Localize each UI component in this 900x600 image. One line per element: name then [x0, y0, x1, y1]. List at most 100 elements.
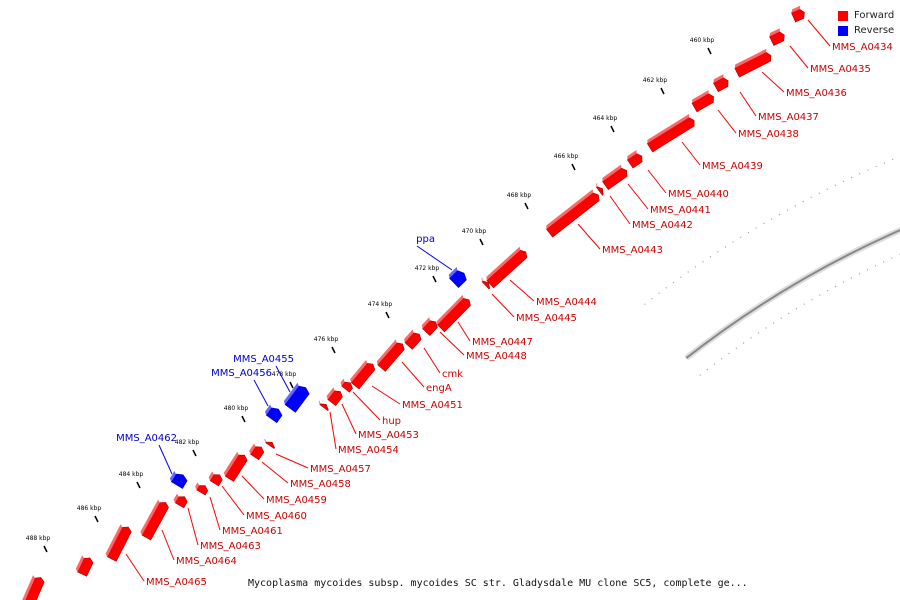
forward-gene-arrow: [602, 164, 628, 191]
tick-label: 488 kbp: [26, 535, 51, 542]
forward-gene-arrow-top: [546, 189, 593, 230]
tick-mark: [571, 163, 576, 171]
forward-gene-arrow-top: [734, 48, 767, 69]
forward-leader-line: [647, 169, 667, 194]
forward-gene-arrow-top: [436, 294, 464, 325]
forward-gene-label: MMS_A0443: [602, 245, 663, 256]
forward-gene-label: MMS_A0445: [516, 313, 577, 324]
forward-gene-arrow: [350, 359, 376, 390]
forward-gene-arrow: [596, 182, 604, 196]
forward-gene-label: hup: [382, 416, 401, 427]
reverse-leader-line: [158, 444, 173, 475]
tick-mark: [192, 449, 197, 457]
forward-gene-label: MMS_A0464: [176, 556, 237, 567]
forward-gene-arrow: [626, 150, 643, 169]
forward-gene-arrow-top: [318, 400, 321, 405]
reverse-gene-label: ppa: [416, 234, 435, 245]
forward-gene-arrow-body: [404, 332, 422, 350]
tick-label: 472 kbp: [415, 265, 440, 272]
reverse-gene-arrow-top: [169, 470, 176, 482]
forward-gene-arrow: [791, 5, 805, 23]
forward-gene-arrow-top: [647, 113, 689, 144]
forward-leader-line: [439, 331, 465, 356]
tick-mark: [660, 87, 665, 95]
forward-gene-arrow-top: [223, 451, 239, 477]
forward-gene-arrow: [646, 113, 695, 153]
forward-leader-line: [329, 411, 337, 450]
legend: Forward Reverse: [838, 8, 894, 38]
forward-leader-line: [125, 553, 145, 582]
forward-gene-arrow-body: [546, 192, 600, 238]
tick-label: 474 kbp: [368, 301, 393, 308]
forward-gene-arrow-top: [326, 387, 335, 400]
tick-label: 464 kbp: [593, 115, 618, 122]
forward-gene-arrow: [486, 246, 528, 289]
forward-gene-label: MMS_A0448: [466, 351, 527, 362]
forward-gene-arrow-top: [421, 317, 431, 329]
tick-mark: [289, 381, 294, 389]
backbone-shadow: [684, 227, 900, 361]
forward-gene-arrow: [249, 443, 265, 461]
reverse-gene-arrow-body: [170, 473, 188, 489]
forward-gene-arrow-top: [20, 575, 36, 600]
reverse-leader-line: [275, 365, 291, 393]
forward-leader-line: [491, 293, 515, 318]
legend-forward-label: Forward: [854, 10, 895, 21]
forward-gene-arrow-top: [340, 378, 345, 387]
forward-gene-arrow-top: [404, 329, 414, 343]
forward-leader-line: [807, 19, 831, 47]
forward-leader-line: [761, 71, 785, 93]
map-caption: Mycoplasma mycoides subsp. mycoides SC s…: [248, 578, 748, 589]
tick-label: 476 kbp: [314, 336, 339, 343]
forward-gene-arrow: [105, 524, 132, 562]
forward-gene-arrow-body: [791, 8, 805, 23]
forward-gene-label: MMS_A0465: [146, 577, 207, 588]
forward-gene-arrow: [436, 294, 471, 333]
forward-gene-arrow: [20, 575, 45, 600]
forward-gene-label: MMS_A0447: [472, 337, 533, 348]
reverse-gene-label: MMS_A0456: [211, 368, 272, 379]
forward-gene-arrow-body: [141, 502, 169, 541]
forward-gene-label: MMS_A0434: [832, 42, 893, 53]
forward-gene-label: MMS_A0463: [200, 541, 261, 552]
tick-mark: [524, 202, 529, 210]
forward-gene-arrow: [546, 189, 600, 238]
forward-leader-line: [401, 361, 425, 388]
tick-mark: [610, 125, 615, 133]
forward-gene-arrow: [173, 493, 188, 509]
reverse-gene-arrow-body: [449, 270, 467, 288]
forward-gene-arrow-body: [265, 441, 275, 449]
forward-gene-label: MMS_A0438: [738, 129, 799, 140]
tick-mark: [94, 515, 99, 523]
forward-gene-arrow: [691, 90, 714, 113]
tick-label: 478 kbp: [272, 371, 297, 378]
forward-gene-arrow: [264, 438, 275, 449]
reverse-gene-arrow-top: [264, 404, 272, 416]
forward-gene-arrow: [75, 555, 94, 577]
forward-gene-arrow: [769, 28, 785, 46]
forward-gene-label: MMS_A0461: [222, 526, 283, 537]
forward-leader-line: [789, 45, 809, 69]
forward-gene-arrow: [481, 277, 491, 290]
forward-gene-label: MMS_A0439: [702, 161, 763, 172]
tick-mark: [479, 238, 484, 246]
forward-leader-line: [609, 195, 631, 225]
tick-mark: [136, 481, 141, 489]
tick-label: 482 kbp: [175, 439, 200, 446]
forward-gene-arrow-body: [327, 390, 343, 407]
forward-leader-line: [275, 453, 309, 469]
forward-gene-arrow-top: [173, 493, 179, 503]
forward-leader-line: [241, 475, 265, 500]
forward-leader-line: [352, 391, 381, 421]
forward-gene-label: MMS_A0442: [632, 220, 693, 231]
forward-gene-arrow-top: [140, 499, 160, 536]
reverse-gene-arrow-top: [448, 267, 458, 279]
forward-gene-arrow-top: [264, 438, 267, 443]
forward-gene-label: MMS_A0454: [338, 445, 399, 456]
forward-gene-arrow-body: [224, 454, 248, 482]
forward-gene-arrow-body: [486, 249, 528, 289]
forward-gene-arrow: [140, 499, 169, 541]
forward-gene-arrow-top: [208, 471, 214, 481]
